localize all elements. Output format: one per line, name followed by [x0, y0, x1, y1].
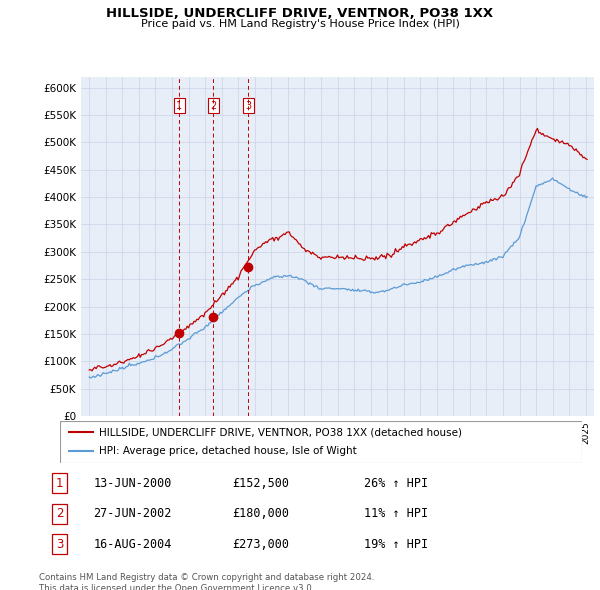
Text: HILLSIDE, UNDERCLIFF DRIVE, VENTNOR, PO38 1XX: HILLSIDE, UNDERCLIFF DRIVE, VENTNOR, PO3… [106, 7, 494, 20]
Text: £273,000: £273,000 [233, 538, 290, 551]
Text: 3: 3 [56, 538, 63, 551]
Text: 13-JUN-2000: 13-JUN-2000 [94, 477, 172, 490]
Text: 2: 2 [210, 101, 217, 111]
Text: £152,500: £152,500 [233, 477, 290, 490]
Text: 26% ↑ HPI: 26% ↑ HPI [364, 477, 428, 490]
Text: 2: 2 [56, 507, 63, 520]
Text: 16-AUG-2004: 16-AUG-2004 [94, 538, 172, 551]
Text: 11% ↑ HPI: 11% ↑ HPI [364, 507, 428, 520]
Text: HPI: Average price, detached house, Isle of Wight: HPI: Average price, detached house, Isle… [99, 446, 357, 456]
Text: 27-JUN-2002: 27-JUN-2002 [94, 507, 172, 520]
Text: 1: 1 [176, 101, 182, 111]
Text: HILLSIDE, UNDERCLIFF DRIVE, VENTNOR, PO38 1XX (detached house): HILLSIDE, UNDERCLIFF DRIVE, VENTNOR, PO3… [99, 427, 462, 437]
Text: Contains HM Land Registry data © Crown copyright and database right 2024.
This d: Contains HM Land Registry data © Crown c… [39, 573, 374, 590]
Text: 19% ↑ HPI: 19% ↑ HPI [364, 538, 428, 551]
Text: 3: 3 [245, 101, 251, 111]
Text: Price paid vs. HM Land Registry's House Price Index (HPI): Price paid vs. HM Land Registry's House … [140, 19, 460, 30]
Text: £180,000: £180,000 [233, 507, 290, 520]
Text: 1: 1 [56, 477, 63, 490]
